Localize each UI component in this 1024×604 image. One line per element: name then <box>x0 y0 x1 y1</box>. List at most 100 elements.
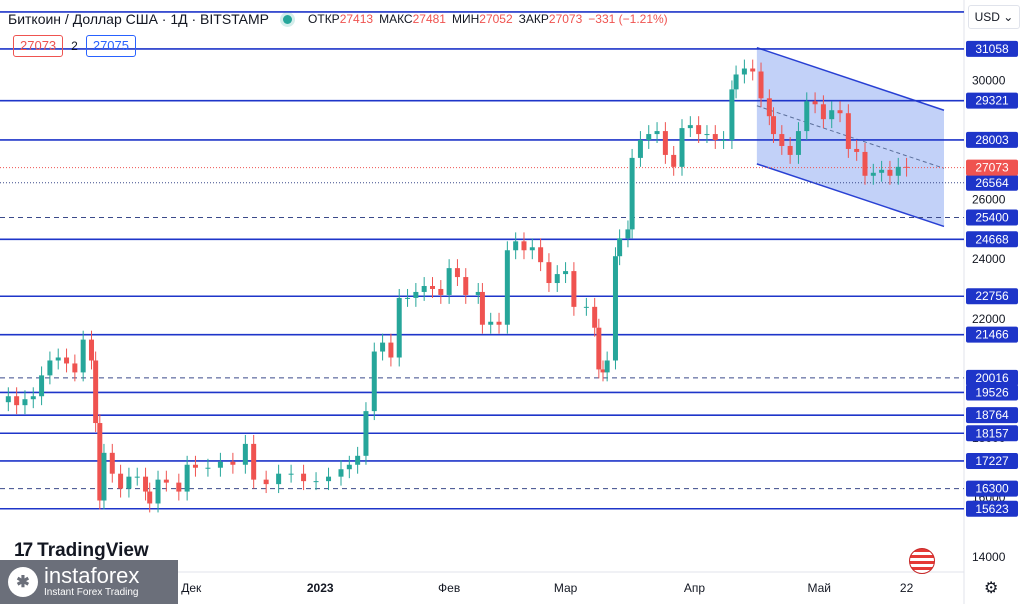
candle <box>88 339 94 361</box>
candle <box>301 473 307 482</box>
gear-icon[interactable]: ⚙ <box>984 580 999 597</box>
candle <box>600 369 606 373</box>
candles-group <box>5 59 910 513</box>
chevron-down-icon: ⌄ <box>999 10 1014 24</box>
level-price-badge <box>966 288 1018 305</box>
candle <box>39 375 45 397</box>
candle <box>118 473 124 489</box>
high-label: МАКС <box>379 12 413 26</box>
candle <box>355 455 361 465</box>
candle <box>538 247 544 263</box>
candle <box>421 286 427 292</box>
candle <box>671 154 677 167</box>
candle <box>854 148 860 152</box>
candle <box>554 274 560 284</box>
candle <box>604 360 610 373</box>
price-tick-label: 30000 <box>972 73 1006 87</box>
candle <box>696 125 702 135</box>
price-tick-label: 22000 <box>972 312 1006 326</box>
close-value: 27073 <box>548 12 583 26</box>
buy-button[interactable]: 27075 <box>85 35 136 57</box>
currency-select[interactable]: USD ⌄ <box>968 5 1020 29</box>
candle <box>475 291 481 295</box>
level-price-badge <box>966 407 1018 424</box>
symbol-title[interactable]: Биткоин / Доллар США · 1Д · BITSTAMP <box>8 11 270 27</box>
level-price-label: 15623 <box>975 502 1009 516</box>
candle <box>729 89 735 141</box>
candle <box>155 479 161 504</box>
low-value: 27052 <box>479 12 513 26</box>
level-price-badge <box>966 131 1018 148</box>
candle <box>766 98 772 117</box>
candle <box>704 134 710 136</box>
level-price-label: 16300 <box>975 482 1009 496</box>
level-price-badge <box>966 384 1018 401</box>
tradingview-mark-icon: 17 <box>14 540 33 561</box>
candle <box>446 268 452 295</box>
level-price-badge <box>966 92 1018 109</box>
candle <box>787 145 793 155</box>
candle <box>820 104 826 120</box>
level-price-label: 17227 <box>975 454 1009 468</box>
candle <box>592 306 598 328</box>
candle <box>662 131 668 155</box>
candle <box>326 476 332 482</box>
candle <box>741 68 747 75</box>
candle <box>496 321 502 325</box>
candle <box>109 452 115 474</box>
level-price-badge <box>966 209 1018 226</box>
time-tick-label: Фев <box>438 581 460 595</box>
level-price-label: 31058 <box>975 42 1009 56</box>
currency-label: USD <box>974 10 1000 24</box>
price-tick-label: 24000 <box>972 252 1006 266</box>
candle <box>14 396 20 406</box>
candle <box>276 473 282 485</box>
candle <box>288 473 294 475</box>
level-price-label: 19526 <box>975 385 1009 399</box>
candle <box>795 131 801 155</box>
time-ticks-group: Дек 2023 Фев Мар Апр Май 22 <box>181 581 913 595</box>
level-price-label: 29321 <box>975 94 1009 108</box>
candle <box>405 297 411 299</box>
candle <box>770 116 776 135</box>
spread-value: 2 <box>71 39 78 53</box>
candle <box>583 306 589 308</box>
candle <box>637 140 643 158</box>
candle <box>346 464 352 470</box>
candle <box>454 268 460 278</box>
instaforex-name: instaforex <box>44 563 140 588</box>
level-price-badge <box>966 369 1018 386</box>
sell-button[interactable]: 27073 <box>13 35 64 57</box>
candle <box>64 357 70 364</box>
candle <box>80 339 86 373</box>
level-price-label: 28003 <box>975 133 1009 147</box>
candle <box>479 291 485 325</box>
candle <box>55 357 61 361</box>
candle <box>263 479 269 485</box>
candle <box>654 131 660 135</box>
candle <box>887 169 893 176</box>
candle <box>870 172 876 176</box>
candle <box>563 271 569 275</box>
candle <box>904 166 910 168</box>
chart-legend: Биткоин / Доллар США · 1Д · BITSTAMP ОТК… <box>8 8 668 30</box>
candle <box>629 157 635 230</box>
candle <box>879 169 885 173</box>
time-tick-label: 2023 <box>307 581 334 595</box>
instaforex-watermark: ✱ instaforex Instant Forex Trading <box>0 560 178 604</box>
candle <box>97 423 103 501</box>
candle <box>413 291 419 298</box>
candle <box>521 241 527 251</box>
candle <box>192 464 198 468</box>
level-price-label: 25400 <box>975 210 1009 224</box>
level-price-badge <box>966 480 1018 497</box>
candle <box>47 360 53 376</box>
candle <box>829 110 835 120</box>
candle <box>251 443 257 480</box>
level-price-badge <box>966 40 1018 57</box>
price-tick-label: 14000 <box>972 550 1006 564</box>
candle <box>93 360 99 424</box>
us-flag-icon[interactable] <box>909 548 935 574</box>
level-price-label: 22756 <box>975 289 1009 303</box>
